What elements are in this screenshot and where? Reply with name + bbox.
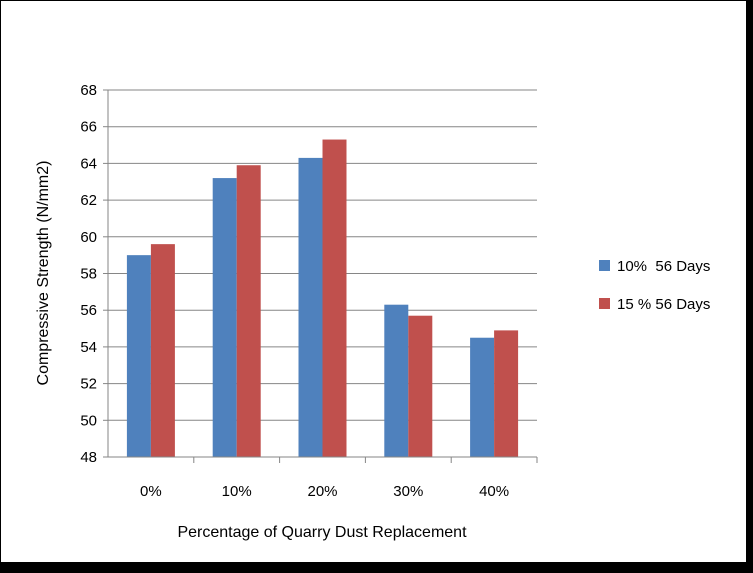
legend-swatch-series-2: [599, 298, 610, 309]
x-tick-label: 0%: [140, 483, 162, 500]
x-tick-labels: 0% 10% 20% 30% 40%: [140, 483, 509, 500]
legend-label-series-1: 10% 56 Days: [617, 258, 710, 275]
bar-series-2-3: [408, 315, 433, 457]
bar-series-1-2: [298, 157, 323, 457]
y-tick-labels: 48 50 52 54 56 58 60 62 64 66 68: [80, 82, 97, 466]
bar-series-2-0: [150, 244, 175, 457]
x-tick-label: 10%: [222, 483, 252, 500]
chart-background: [1, 1, 746, 562]
bar-series-1-0: [126, 255, 151, 457]
y-tick-label: 68: [80, 82, 97, 99]
y-tick-label: 66: [80, 119, 97, 136]
y-tick-label: 54: [80, 339, 97, 356]
bar-series-1-4: [470, 337, 495, 457]
y-tick-label: 58: [80, 266, 97, 283]
y-tick-label: 52: [80, 376, 97, 393]
y-tick-label: 62: [80, 192, 97, 209]
bar-series-1-1: [212, 178, 237, 457]
x-tick-label: 20%: [307, 483, 337, 500]
x-axis-title: Percentage of Quarry Dust Replacement: [177, 524, 467, 541]
bar-series-2-1: [236, 165, 261, 458]
bar-series-1-3: [384, 304, 409, 457]
x-tick-label: 40%: [479, 483, 509, 500]
y-tick-label: 60: [80, 229, 97, 246]
y-axis-title: Compressive Strength (N/mm2): [35, 161, 52, 386]
y-tick-label: 56: [80, 302, 97, 319]
y-tick-label: 50: [80, 412, 97, 429]
y-tick-label: 64: [80, 155, 97, 172]
x-tick-label: 30%: [393, 483, 423, 500]
bar-series-2-4: [494, 330, 519, 457]
axes: [103, 89, 538, 463]
bars: [126, 139, 519, 458]
bar-series-2-2: [322, 139, 347, 458]
legend: 10% 56 Days 15 % 56 Days: [599, 258, 710, 313]
legend-swatch-series-1: [599, 260, 610, 271]
legend-label-series-2: 15 % 56 Days: [617, 296, 710, 313]
y-tick-label: 48: [80, 449, 97, 466]
